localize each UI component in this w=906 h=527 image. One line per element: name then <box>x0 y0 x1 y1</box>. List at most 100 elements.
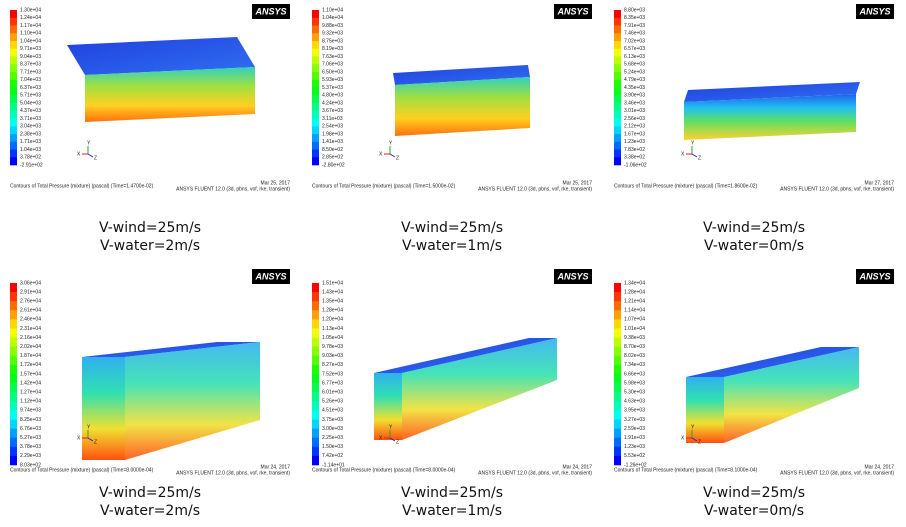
caption: V-wind=25m/s <box>99 485 201 501</box>
legend-swatch <box>10 157 17 166</box>
legend-swatch <box>312 17 319 26</box>
legend-label: 7.46e+03 <box>624 31 645 37</box>
logo-bg <box>252 4 290 19</box>
logo: ANSYS <box>556 271 588 281</box>
logo-bg <box>554 4 592 19</box>
legend-swatch <box>614 118 621 127</box>
triad-axis <box>389 437 396 442</box>
footer-title: Contours of Total Pressure (mixture) (pa… <box>614 183 758 189</box>
legend-label: 5.37e+03 <box>322 85 343 91</box>
legend-label: 1.71e+03 <box>20 139 41 145</box>
legend-swatch <box>10 383 17 393</box>
legend-swatch <box>312 141 319 150</box>
triad-label: Z <box>94 439 97 445</box>
legend-label: 2.31e+04 <box>20 326 41 332</box>
legend-label: 3.95e+03 <box>624 408 645 414</box>
legend-label: 1.23e+03 <box>624 444 645 450</box>
legend-label: 9.32e+03 <box>322 31 343 37</box>
logo: ANSYS <box>556 6 588 16</box>
legend-swatch <box>312 48 319 57</box>
footer-version: ANSYS FLUENT 12.0 (3d, pbns, vof, rke, t… <box>780 186 894 192</box>
legend-label: -2.91e+02 <box>20 162 43 168</box>
legend-label: 7.91e+03 <box>624 23 645 29</box>
legend-label: 1.13e+04 <box>322 326 343 332</box>
legend-swatch <box>312 33 319 42</box>
legend-label: 1.50e+03 <box>322 444 343 450</box>
box-side <box>125 342 260 460</box>
legend-label: 8.37e+03 <box>20 62 41 68</box>
legend-label: -1.06e+02 <box>624 162 647 168</box>
triad-label: Y <box>691 140 695 146</box>
legend-label: 4.80e+03 <box>322 93 343 99</box>
legend-label: 6.76e+03 <box>20 426 41 432</box>
legend-swatch <box>312 392 319 402</box>
legend-swatch <box>614 428 621 438</box>
legend-swatch <box>614 56 621 65</box>
legend-swatch <box>614 364 621 375</box>
legend-label: 6.57e+03 <box>624 46 645 52</box>
legend-swatch <box>10 48 17 57</box>
legend-swatch <box>614 157 621 166</box>
legend-swatch <box>10 118 17 127</box>
legend-swatch <box>312 419 319 429</box>
legend-label: 2.54e+03 <box>322 124 343 130</box>
legend-label: 9.88e+03 <box>322 23 343 29</box>
legend-label: 1.28e+04 <box>624 289 645 295</box>
legend-swatch <box>312 126 319 135</box>
box-side <box>402 338 557 440</box>
legend-swatch <box>614 383 621 393</box>
legend-swatch <box>10 33 17 42</box>
legend-swatch <box>312 95 319 104</box>
legend-swatch <box>10 87 17 96</box>
legend-label: 7.06e+03 <box>322 62 343 68</box>
legend-swatch <box>10 446 17 457</box>
logo: ANSYS <box>858 6 890 16</box>
panel: 3.06e+04 2.91e+04 2.76e+04 2.61e+04 2.46e+04… <box>10 269 290 519</box>
panel: 1.10e+04 1.04e+04 9.88e+03 9.32e+038.75e+03… <box>312 4 592 254</box>
triad-label: X <box>379 435 383 441</box>
legend-label: 5.98e+03 <box>624 380 645 386</box>
legend-label: -2.80e+02 <box>322 162 345 168</box>
box-top <box>67 37 255 75</box>
legend-swatch <box>614 301 621 311</box>
legend-swatch <box>312 283 319 293</box>
legend-label: 3.78e+02 <box>20 155 41 161</box>
footer-title: Contours of Total Pressure (mixture) (pa… <box>312 467 456 473</box>
caption: V-water=0m/s <box>704 238 804 254</box>
triad-label: Y <box>87 424 91 430</box>
legend-swatch <box>312 157 319 166</box>
legend-label: 8.80e+03 <box>624 7 645 13</box>
legend-label: 2.61e+04 <box>20 308 41 314</box>
caption: V-wind=25m/s <box>703 220 805 236</box>
legend-label: 3.90e+03 <box>624 93 645 99</box>
legend-label: 4.79e+03 <box>624 77 645 83</box>
footer-version: ANSYS FLUENT 12.0 (3d, pbns, vof, rke, t… <box>478 186 592 192</box>
footer-date: Mar 24, 2017 <box>563 464 593 470</box>
legend-swatch <box>10 110 17 119</box>
legend-swatch <box>10 283 17 293</box>
footer-title: Contours of Total Pressure (mixture) (pa… <box>10 183 154 189</box>
legend-label: 3.71e+03 <box>20 116 41 122</box>
panel: 1.30e+04 1.24e+04 1.17e+04 1.10e+041.04e+04… <box>10 4 290 254</box>
legend-label: 9.78e+03 <box>322 344 343 350</box>
legend-label: 8.50e+02 <box>322 147 343 153</box>
legend-swatch <box>312 110 319 119</box>
box-front <box>374 373 402 440</box>
legend-label: 1.17e+04 <box>20 23 41 29</box>
legend-swatch <box>614 33 621 42</box>
legend-swatch <box>10 72 17 81</box>
legend-swatch <box>312 25 319 34</box>
legend-swatch <box>312 134 319 143</box>
legend-swatch <box>614 310 621 320</box>
legend-label: 2.59e+03 <box>624 426 645 432</box>
triad-label: X <box>77 435 81 441</box>
triad-label: Z <box>94 155 97 161</box>
caption: V-wind=25m/s <box>703 485 805 501</box>
legend-label: 6.13e+03 <box>624 54 645 60</box>
logo: ANSYS <box>254 271 286 281</box>
footer-date: Mar 27, 2017 <box>865 180 895 186</box>
legend-label: 1.27e+04 <box>20 390 41 396</box>
triad-axis <box>389 153 396 158</box>
legend-swatch <box>312 355 319 366</box>
